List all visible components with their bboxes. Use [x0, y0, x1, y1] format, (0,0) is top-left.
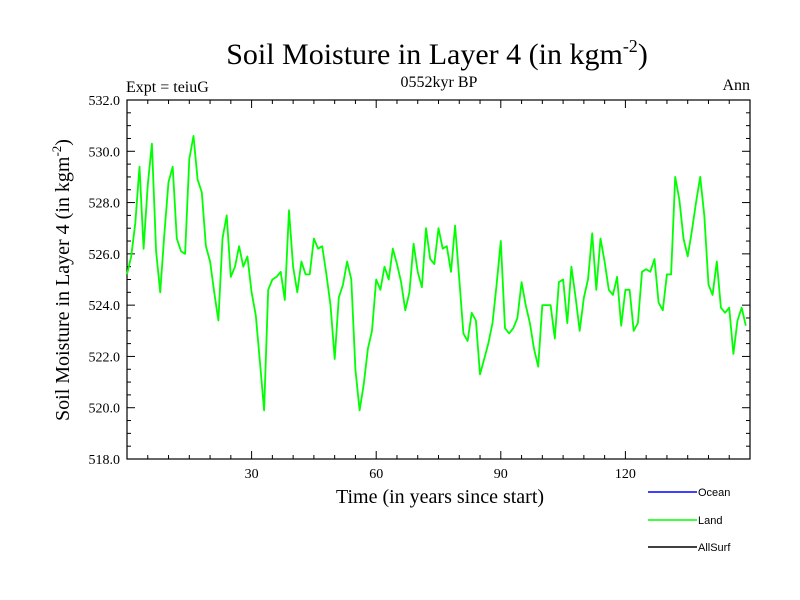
season-label: Ann — [722, 77, 750, 94]
experiment-label: Expt = teiuG — [126, 79, 209, 96]
y-tick-label: 530.0 — [89, 145, 121, 160]
chart-title: Soil Moisture in Layer 4 (in kgm-2) — [226, 36, 648, 71]
legend-land-label: Land — [698, 515, 722, 527]
period-label: 0552kyr BP — [401, 74, 478, 91]
x-axis-label: Time (in years since start) — [336, 486, 544, 508]
y-tick-label: 520.0 — [89, 402, 121, 417]
legend-ocean-label: Ocean — [698, 487, 730, 499]
legend-allsurf-label: AllSurf — [698, 542, 731, 554]
y-tick-label: 528.0 — [89, 197, 121, 212]
legend: Ocean Land AllSurf — [648, 487, 731, 554]
series-line-land — [126, 134, 747, 412]
x-tick-label: 30 — [245, 467, 259, 482]
x-axis-ticks: 30 60 90 120 — [147, 100, 730, 482]
y-tick-label: 522.0 — [89, 350, 121, 365]
series-layer — [126, 134, 747, 412]
y-axis-label: Soil Moisture in Layer 4 (in kgm-2) — [49, 139, 74, 421]
x-tick-label: 60 — [369, 467, 383, 482]
y-tick-label: 532.0 — [89, 94, 121, 109]
x-tick-label: 120 — [615, 467, 636, 482]
y-tick-label: 518.0 — [89, 453, 121, 468]
y-tick-label: 524.0 — [89, 299, 121, 314]
x-tick-label: 90 — [494, 467, 508, 482]
y-tick-label: 526.0 — [89, 248, 121, 263]
y-axis-ticks: 518.0 520.0 522.0 524.0 526.0 528.0 530.0 532.0 — [89, 94, 750, 468]
